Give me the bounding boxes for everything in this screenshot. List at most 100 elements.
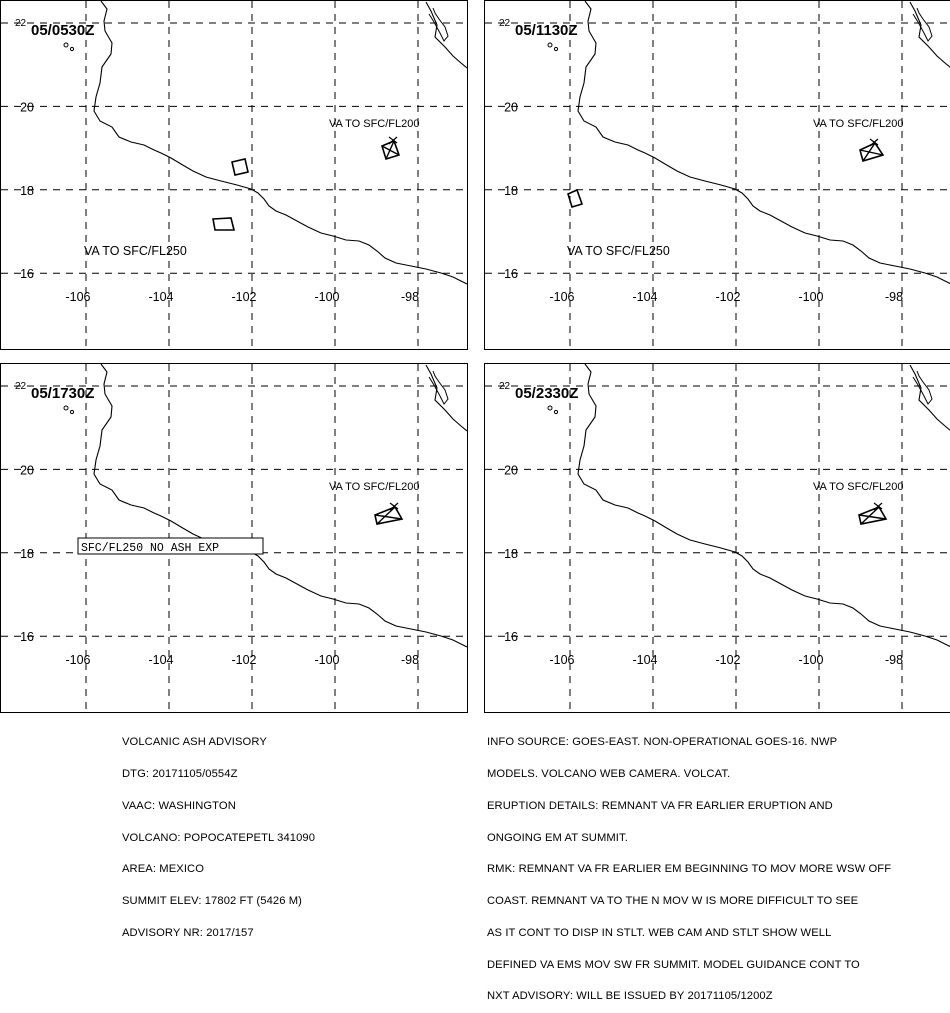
coastline — [547, 364, 950, 648]
info-line: INFO SOURCE: GOES-EAST. NON-OPERATIONAL … — [487, 736, 838, 749]
ash-polygons — [212, 136, 401, 231]
no-ash-label-box — [77, 537, 264, 555]
lon-label: -98 — [885, 653, 903, 667]
coastline-path — [93, 1, 467, 285]
coastline-path — [425, 364, 467, 432]
map-canvas: 22 05/0530Z 20 18 16 -106 -104 -102 -100 -98 VA T… — [1, 1, 467, 349]
coastline-path — [577, 1, 950, 285]
lat-label-22: 22 — [15, 18, 27, 29]
va-labels: VA TO SFC/FL200 SFC/FL250 NO ASH EXP — [77, 481, 420, 555]
map-panel-3: 22 05/1730Z 20 18 16 -106 -104 -102 -100 -98 VA T… — [0, 363, 468, 713]
axis-labels: 22 05/0530Z 20 18 16 -106 -104 -102 -100 -98 — [15, 18, 419, 304]
ash-cloud-polygon — [567, 188, 584, 208]
ash-cloud-polygon — [374, 514, 403, 520]
lat-label-22: 22 — [15, 381, 27, 392]
lat-lon-grid — [485, 364, 950, 712]
va-altitude-label: VA TO SFC/FL200 — [329, 118, 420, 130]
island-outline — [912, 7, 933, 42]
lon-label: -106 — [65, 290, 90, 304]
no-ash-label: SFC/FL250 NO ASH EXP — [81, 542, 219, 555]
coastline — [63, 364, 467, 648]
volcano-symbol — [873, 502, 883, 511]
island-outline — [63, 42, 69, 48]
advisory-line: VAAC: WASHINGTON — [122, 799, 236, 812]
ash-cloud-polygon — [212, 217, 236, 231]
island-outline — [428, 370, 449, 405]
info-line: ERUPTION DETAILS: REMNANT VA FR EARLIER … — [487, 799, 833, 812]
valid-time-label: 05/1730Z — [31, 385, 94, 402]
lat-label: 20 — [20, 100, 34, 114]
island-outline — [69, 46, 75, 52]
ash-cloud-polygon — [859, 149, 884, 156]
lon-label: -106 — [549, 653, 574, 667]
advisory-header: VOLCANIC ASH ADVISORY DTG: 20171105/0554… — [122, 716, 315, 949]
advisory-line: SUMMIT ELEV: 17802 FT (5426 M) — [122, 895, 302, 908]
ash-cloud-polygon — [862, 142, 876, 162]
axis-labels: 22 05/1730Z 20 18 16 -106 -104 -102 -100 -98 — [15, 381, 419, 667]
island-outline — [553, 409, 559, 415]
lon-label: -102 — [231, 653, 256, 667]
lon-label: -104 — [148, 290, 173, 304]
lon-label: -106 — [65, 653, 90, 667]
advisory-line: VOLCANO: POPOCATEPETL 341090 — [122, 831, 316, 844]
coastline-path — [577, 364, 950, 648]
lon-label: -102 — [715, 290, 740, 304]
info-line: DEFINED VA EMS MOV SW FR SUMMIT. MODEL G… — [487, 958, 860, 971]
lat-label: 18 — [20, 547, 34, 561]
lat-label: 20 — [504, 463, 518, 477]
lat-lon-grid — [1, 1, 467, 349]
island-outline — [553, 46, 559, 52]
coastline-path — [909, 364, 950, 431]
lon-label: -100 — [798, 290, 823, 304]
va-altitude-label: VA TO SFC/FL200 — [813, 118, 904, 130]
lon-label: -98 — [401, 290, 419, 304]
island-outline — [547, 405, 553, 411]
island-outline — [428, 7, 449, 42]
lat-label: 18 — [504, 184, 518, 198]
ash-cloud-polygon — [231, 158, 249, 176]
va-altitude-label: VA TO SFC/FL200 — [329, 481, 420, 493]
axis-labels: 22 05/2330Z 20 18 16 -106 -104 -102 -100 -98 — [499, 381, 903, 667]
info-line: COAST. REMNANT VA TO THE N MOV W IS MORE… — [487, 895, 859, 908]
ash-polygons — [567, 138, 885, 208]
ash-cloud-polygon — [858, 514, 887, 520]
island-outline — [912, 370, 933, 405]
va-labels: VA TO SFC/FL200 VA TO SFC/FL250 — [84, 118, 420, 258]
coastline — [547, 1, 950, 285]
coastline — [63, 1, 467, 285]
lon-label: -100 — [314, 290, 339, 304]
ash-polygons — [858, 502, 888, 525]
valid-time-label: 05/1130Z — [515, 22, 578, 39]
info-line: ONGOING EM AT SUMMIT. — [487, 831, 628, 844]
advisory-remarks: INFO SOURCE: GOES-EAST. NON-OPERATIONAL … — [487, 716, 891, 1013]
lat-label-22: 22 — [499, 18, 511, 29]
lon-label: -104 — [632, 653, 657, 667]
ash-cloud-polygon — [376, 506, 396, 525]
lat-label: 20 — [504, 100, 518, 114]
ash-polygons — [374, 502, 404, 525]
volcano-symbol — [869, 138, 879, 147]
map-canvas: 22 05/1130Z 20 18 16 -106 -104 -102 -100 -98 VA T… — [485, 1, 950, 349]
lon-label: -106 — [549, 290, 574, 304]
axis-labels: 22 05/1130Z 20 18 16 -106 -104 -102 -100 -98 — [499, 18, 903, 304]
ash-cloud-polygon — [385, 140, 395, 160]
lat-label: 20 — [20, 463, 34, 477]
lon-label: -98 — [885, 290, 903, 304]
coastline-path — [909, 1, 950, 68]
lon-label: -102 — [715, 653, 740, 667]
lat-lon-grid — [485, 1, 950, 349]
info-line: AS IT CONT TO DISP IN STLT. WEB CAM AND … — [487, 926, 832, 939]
lon-label: -98 — [401, 653, 419, 667]
advisory-line: ADVISORY NR: 2017/157 — [122, 926, 254, 939]
lat-label: 16 — [504, 267, 518, 281]
map-panel-2: 22 05/1130Z 20 18 16 -106 -104 -102 -100 -98 VA T… — [484, 0, 950, 350]
island-outline — [69, 409, 75, 415]
lon-label: -100 — [314, 653, 339, 667]
ash-cloud-polygon — [860, 506, 880, 525]
lat-label: 16 — [20, 630, 34, 644]
va-labels: VA TO SFC/FL200 — [813, 481, 904, 493]
advisory-line: VOLCANIC ASH ADVISORY — [122, 736, 267, 749]
info-line: NXT ADVISORY: WILL BE ISSUED BY 20171105… — [487, 990, 773, 1003]
map-canvas: 22 05/1730Z 20 18 16 -106 -104 -102 -100 -98 VA T… — [1, 364, 467, 712]
island-outline — [63, 405, 69, 411]
